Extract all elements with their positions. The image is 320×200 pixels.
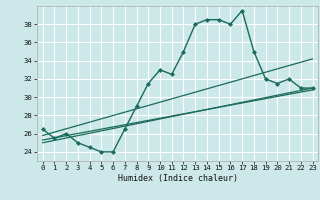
X-axis label: Humidex (Indice chaleur): Humidex (Indice chaleur) <box>118 174 237 183</box>
